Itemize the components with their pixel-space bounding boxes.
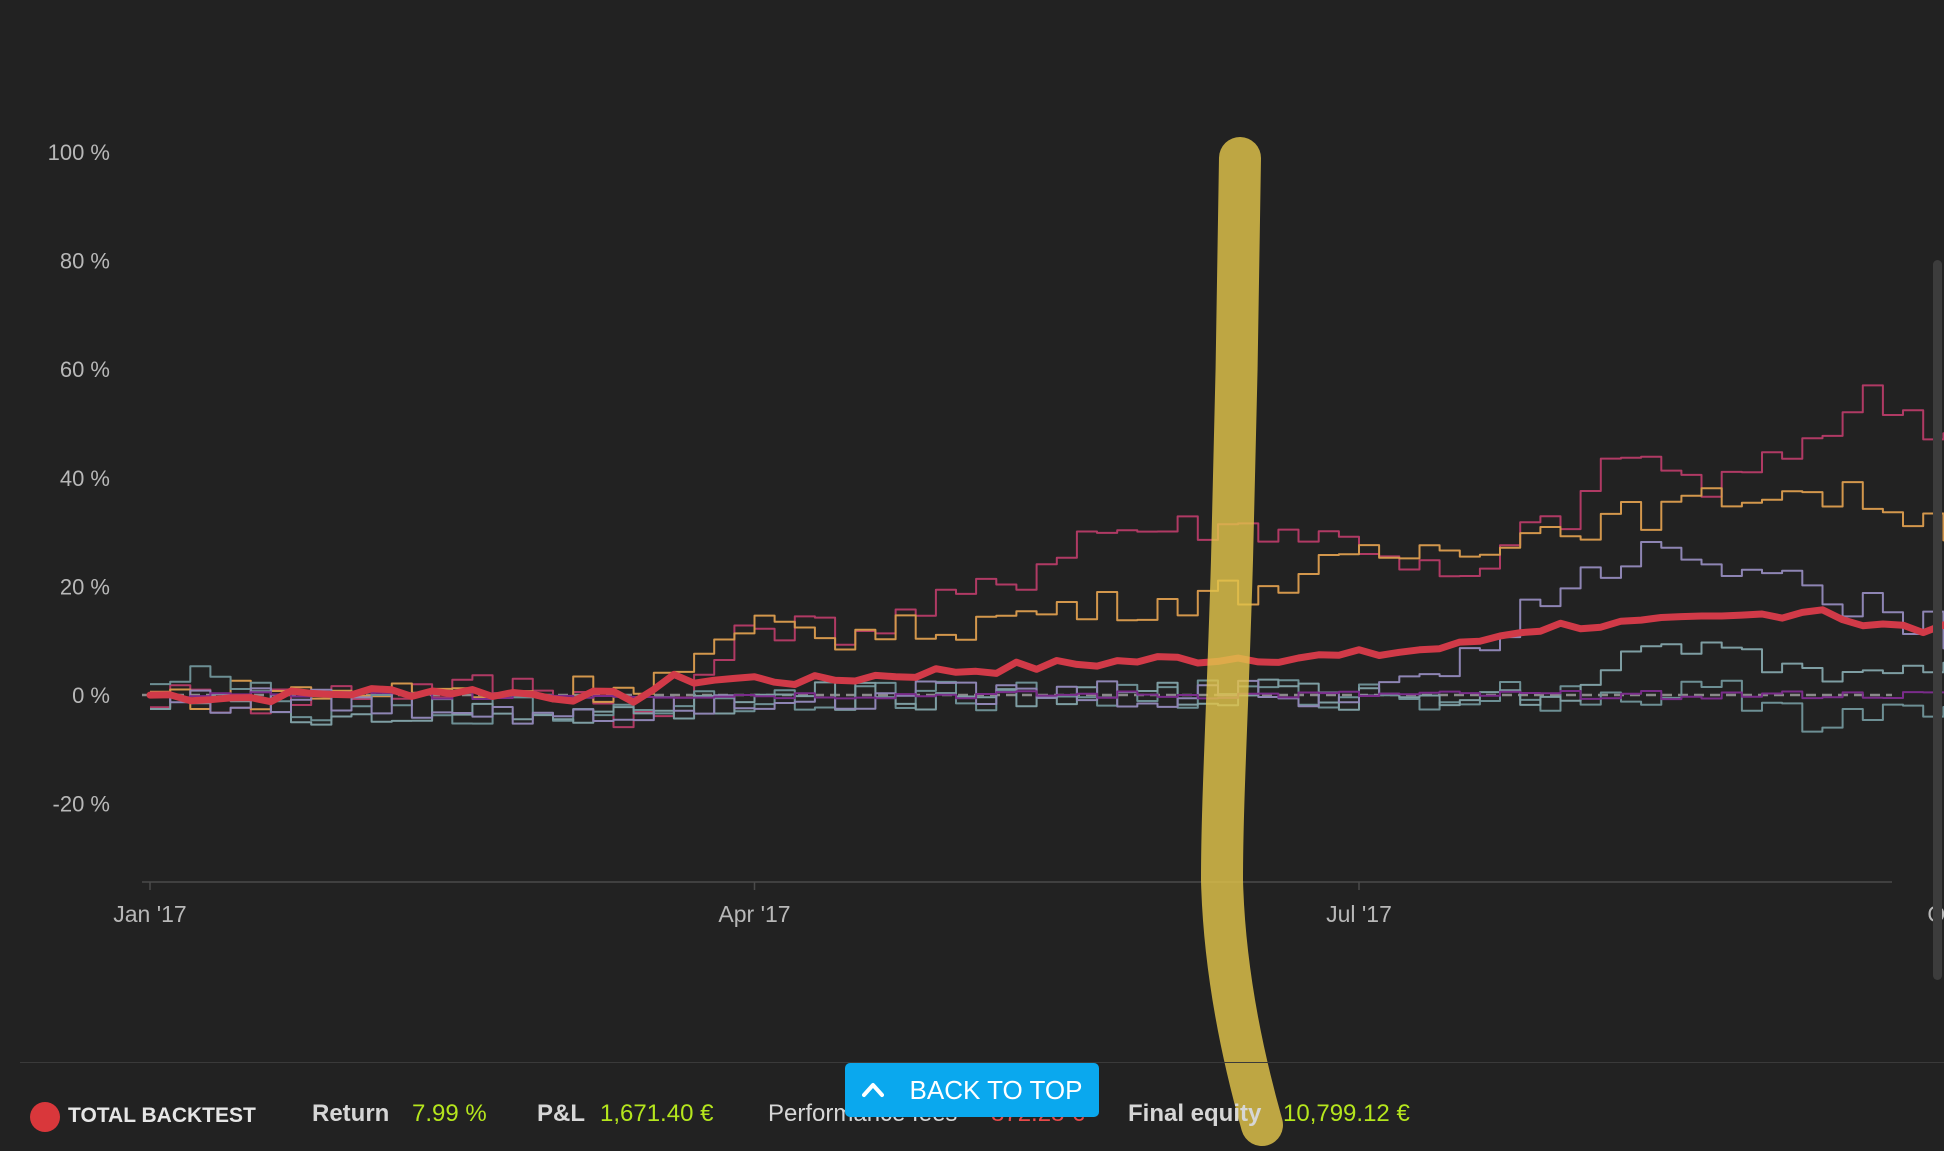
scrollbar[interactable] bbox=[1933, 260, 1942, 980]
pnl-value: 1,671.40 € bbox=[600, 1100, 714, 1127]
total-series-line bbox=[146, 606, 1944, 706]
highlight-annotation bbox=[1200, 137, 1283, 1146]
back-to-top-label: BACK TO TOP bbox=[909, 1074, 1083, 1105]
legend-dot bbox=[30, 1102, 60, 1132]
x-tick-label: Jul '17 bbox=[1326, 901, 1392, 927]
legend-label: TOTAL BACKTEST bbox=[68, 1104, 256, 1127]
equity-value: 10,799.12 € bbox=[1283, 1100, 1410, 1127]
y-tick-label: 40 % bbox=[60, 466, 110, 491]
series-line bbox=[150, 481, 1944, 711]
stats-divider bbox=[20, 1062, 1944, 1063]
y-tick-label: 20 % bbox=[60, 574, 110, 599]
y-tick-label: 60 % bbox=[60, 357, 110, 382]
series-line bbox=[150, 690, 1944, 701]
y-tick-label: 80 % bbox=[60, 249, 110, 274]
y-tick-label: 0 % bbox=[72, 683, 110, 708]
series-line bbox=[150, 384, 1944, 729]
y-tick-label: -20 % bbox=[53, 792, 110, 817]
return-value: 7.99 % bbox=[412, 1100, 487, 1127]
equity-label: Final equity bbox=[1128, 1100, 1262, 1127]
back-to-top-button[interactable]: BACK TO TOP bbox=[845, 1063, 1099, 1117]
series-line bbox=[150, 665, 1944, 733]
x-tick-label: Apr '17 bbox=[718, 901, 790, 927]
chevron-up-icon bbox=[861, 1083, 884, 1097]
x-tick-label: Jan '17 bbox=[113, 901, 186, 927]
series-line bbox=[150, 641, 1944, 726]
y-tick-label: 100 % bbox=[48, 140, 110, 165]
series-line bbox=[150, 541, 1944, 725]
pnl-label: P&L bbox=[537, 1100, 585, 1127]
return-label: Return bbox=[312, 1100, 390, 1127]
